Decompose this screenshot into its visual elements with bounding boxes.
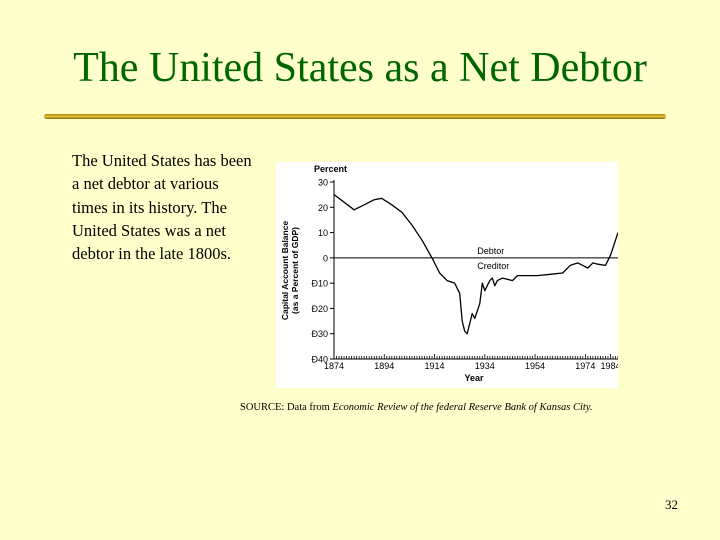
x-tick-label: 1974 xyxy=(575,361,595,371)
source-publication: Economic Review of the federal Reserve B… xyxy=(332,402,593,413)
y-tick-label: 30 xyxy=(318,178,328,188)
x-tick-label: 1874 xyxy=(324,361,344,371)
y-tick-label: 20 xyxy=(318,203,328,213)
y-tick-label: 10 xyxy=(318,228,328,238)
y-tick-label: Ð10 xyxy=(311,279,328,289)
y-axis-title: Capital Account Balance xyxy=(280,221,290,321)
source-note: SOURCE: Data from Economic Review of the… xyxy=(240,402,700,413)
y-tick-label: Ð20 xyxy=(311,304,328,314)
x-tick-label: 1894 xyxy=(374,361,394,371)
page-number: 32 xyxy=(665,497,678,512)
y-unit-label: Percent xyxy=(314,164,347,174)
x-tick-label: 1934 xyxy=(475,361,495,371)
source-prefix: SOURCE: Data from xyxy=(240,402,333,413)
x-tick-label: 1984 xyxy=(600,361,618,371)
y-axis-subtitle: (as a Percent of GDP) xyxy=(290,227,300,314)
chart-panel: Percent Capital Account Balance (as a Perc… xyxy=(276,162,618,388)
x-tick-label: 1954 xyxy=(525,361,545,371)
title-underline xyxy=(44,114,666,119)
slide-title: The United States as a Net Debtor xyxy=(73,45,647,91)
creditor-label: Creditor xyxy=(477,261,509,271)
x-tick-label: 1914 xyxy=(425,361,445,371)
y-tick-label: 0 xyxy=(323,253,328,263)
y-tick-label: Ð40 xyxy=(311,355,328,365)
body-paragraph: The United States has been a net debtor … xyxy=(72,151,252,264)
y-tick-label: Ð30 xyxy=(311,329,328,339)
debtor-label: Debtor xyxy=(477,246,504,256)
x-axis-title: Year xyxy=(464,373,484,383)
capital-account-chart: Percent Capital Account Balance (as a Perc… xyxy=(280,164,618,383)
capital-account-series-line xyxy=(333,194,618,335)
